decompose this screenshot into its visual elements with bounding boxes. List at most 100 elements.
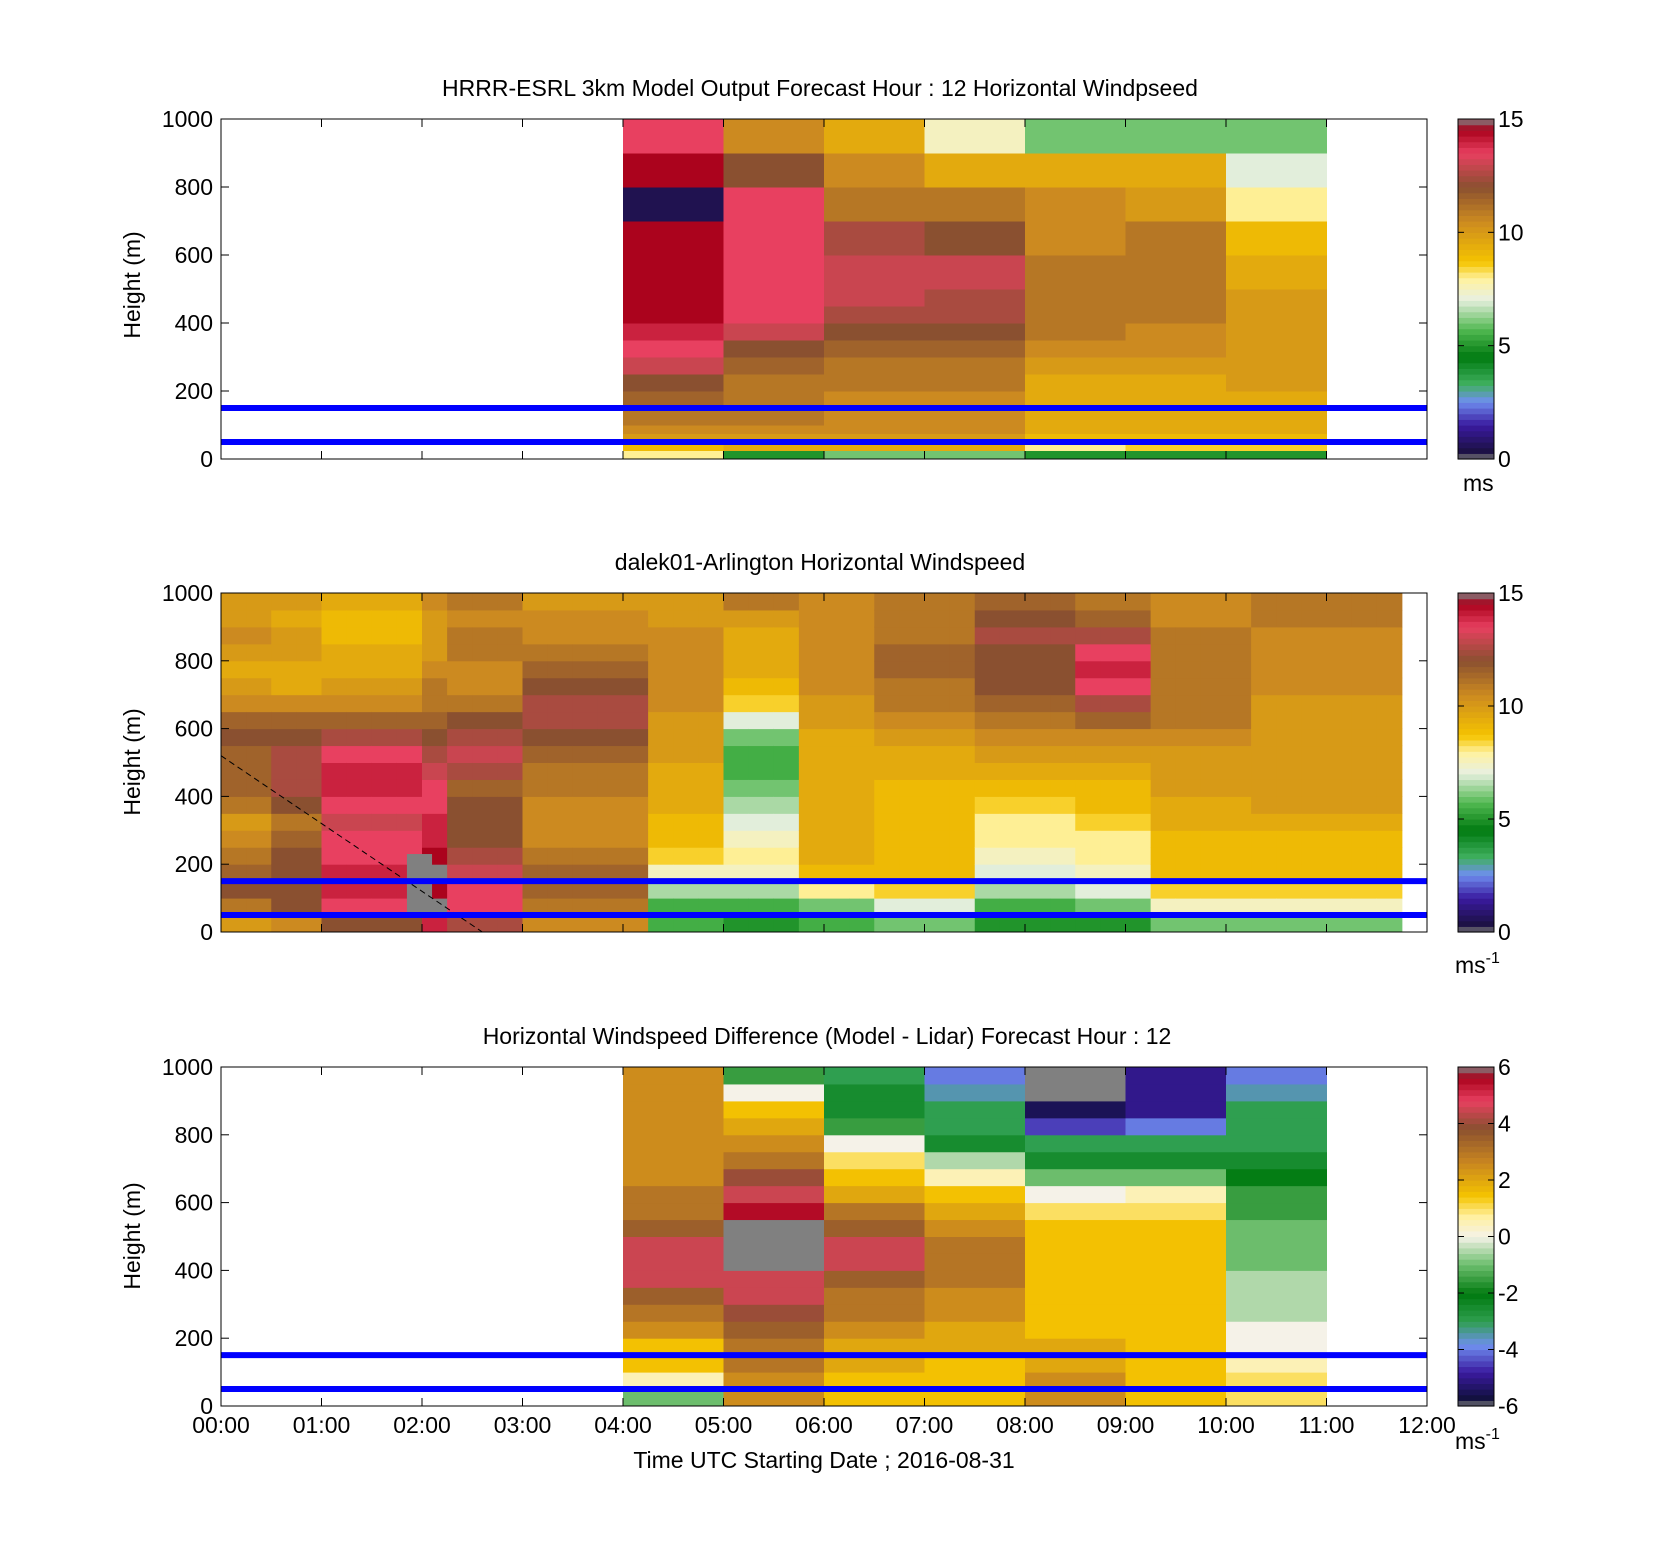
x-tick-label: 04:00 bbox=[594, 1412, 652, 1438]
heatmap-cell bbox=[874, 813, 900, 831]
heatmap-cell bbox=[597, 728, 624, 747]
panel-title: Horizontal Windspeed Difference (Model -… bbox=[483, 1023, 1172, 1049]
heatmap-cell bbox=[824, 1355, 925, 1373]
heatmap-cell bbox=[874, 779, 900, 797]
heatmap-cell bbox=[899, 830, 925, 848]
heatmap-cell bbox=[1100, 813, 1126, 831]
heatmap-cell bbox=[1100, 864, 1126, 882]
heatmap-cell bbox=[824, 1100, 925, 1119]
colorbar-segment bbox=[1458, 1383, 1494, 1390]
heatmap-cell bbox=[1125, 898, 1152, 916]
heatmap-cell bbox=[623, 745, 649, 763]
colorbar-segment bbox=[1458, 130, 1494, 137]
heatmap-cell bbox=[748, 813, 775, 831]
heatmap-cell bbox=[1251, 711, 1277, 730]
heatmap-cell bbox=[371, 779, 398, 797]
heatmap-cell bbox=[723, 374, 825, 392]
heatmap-cell bbox=[899, 711, 925, 730]
heatmap-cell bbox=[1226, 1117, 1327, 1136]
heatmap-cell bbox=[1050, 626, 1076, 645]
heatmap-cell bbox=[1025, 745, 1051, 763]
heatmap-cell bbox=[824, 442, 925, 451]
heatmap-cell bbox=[497, 847, 523, 865]
heatmap-cell bbox=[1150, 847, 1177, 865]
heatmap-cell bbox=[698, 813, 724, 831]
heatmap-cell bbox=[924, 626, 951, 645]
heatmap-cell bbox=[849, 677, 875, 696]
heatmap-cell bbox=[1226, 272, 1327, 290]
heatmap-cell bbox=[1351, 609, 1378, 628]
heatmap-cell bbox=[1050, 728, 1076, 747]
y-tick-label: 0 bbox=[200, 1393, 213, 1419]
heatmap-cell bbox=[1301, 609, 1327, 628]
heatmap-cell bbox=[1025, 450, 1126, 460]
heatmap-cell bbox=[1226, 119, 1327, 154]
heatmap-cell bbox=[1251, 626, 1277, 645]
heatmap-cell bbox=[1150, 626, 1177, 645]
heatmap-cell bbox=[899, 643, 925, 662]
colorbar-segment bbox=[1458, 813, 1494, 820]
colorbar-segment bbox=[1458, 379, 1494, 386]
heatmap-cell bbox=[824, 643, 850, 662]
heatmap-cell bbox=[924, 1304, 1026, 1322]
heatmap-cell bbox=[623, 1270, 724, 1288]
heatmap-cell bbox=[798, 762, 825, 780]
heatmap-cell bbox=[899, 660, 925, 679]
heatmap-cell bbox=[849, 881, 875, 899]
heatmap-cell bbox=[321, 915, 348, 933]
heatmap-cell bbox=[849, 830, 875, 848]
colorbar-segment bbox=[1458, 158, 1494, 165]
heatmap-cell bbox=[723, 1304, 825, 1322]
heatmap-cell bbox=[748, 779, 775, 797]
heatmap-cell bbox=[899, 813, 925, 831]
heatmap-cell bbox=[371, 915, 398, 933]
colorbar-segment bbox=[1458, 689, 1494, 696]
heatmap-cell bbox=[1100, 728, 1126, 747]
heatmap-cell bbox=[974, 779, 1001, 797]
colorbar-segment bbox=[1458, 1349, 1494, 1356]
heatmap-cell bbox=[1351, 660, 1378, 679]
heatmap-cell bbox=[1200, 796, 1227, 814]
heatmap-cell bbox=[1326, 677, 1353, 696]
heatmap-cell bbox=[623, 728, 649, 747]
heatmap-cell bbox=[723, 1168, 825, 1187]
heatmap-cell bbox=[899, 898, 925, 916]
heatmap-cell bbox=[346, 660, 373, 679]
heatmap-cell bbox=[221, 847, 247, 865]
heatmap-cell bbox=[371, 847, 398, 865]
heatmap-cell bbox=[623, 898, 649, 916]
heatmap-cell bbox=[1025, 1100, 1126, 1119]
colorbar-segment bbox=[1458, 1095, 1494, 1102]
heatmap-cell bbox=[396, 626, 423, 645]
heatmap-cell bbox=[1251, 779, 1277, 797]
heatmap-cell bbox=[1025, 1304, 1126, 1322]
colorbar-segment bbox=[1458, 722, 1494, 730]
heatmap-cell bbox=[849, 593, 875, 611]
heatmap-cell bbox=[422, 813, 448, 831]
colorbar-tick-label: 0 bbox=[1498, 1224, 1511, 1250]
heatmap-cell bbox=[1226, 626, 1252, 645]
heatmap-cell bbox=[1125, 255, 1227, 273]
heatmap-cell bbox=[1226, 425, 1327, 434]
heatmap-cell bbox=[1226, 1270, 1327, 1288]
heatmap-cell bbox=[522, 728, 549, 747]
heatmap-cell bbox=[1175, 779, 1202, 797]
heatmap-cell bbox=[924, 796, 951, 814]
heatmap-cell bbox=[723, 626, 750, 645]
heatmap-cell bbox=[371, 711, 398, 730]
heatmap-cell bbox=[723, 1117, 825, 1136]
heatmap-cell bbox=[422, 660, 448, 679]
colorbar-segment bbox=[1458, 1140, 1494, 1147]
heatmap-cell bbox=[396, 643, 423, 662]
heatmap-cell bbox=[1100, 609, 1126, 628]
heatmap-cell bbox=[296, 847, 322, 865]
heatmap-cell bbox=[447, 694, 473, 713]
heatmap-cell bbox=[1301, 660, 1327, 679]
heatmap-cell bbox=[221, 864, 247, 882]
heatmap-cell bbox=[1200, 626, 1227, 645]
colorbar-segment bbox=[1458, 909, 1494, 916]
heatmap-cell bbox=[246, 813, 272, 831]
heatmap-cell bbox=[1100, 643, 1126, 662]
heatmap-cell bbox=[748, 745, 775, 763]
heatmap-cell bbox=[1351, 762, 1378, 780]
